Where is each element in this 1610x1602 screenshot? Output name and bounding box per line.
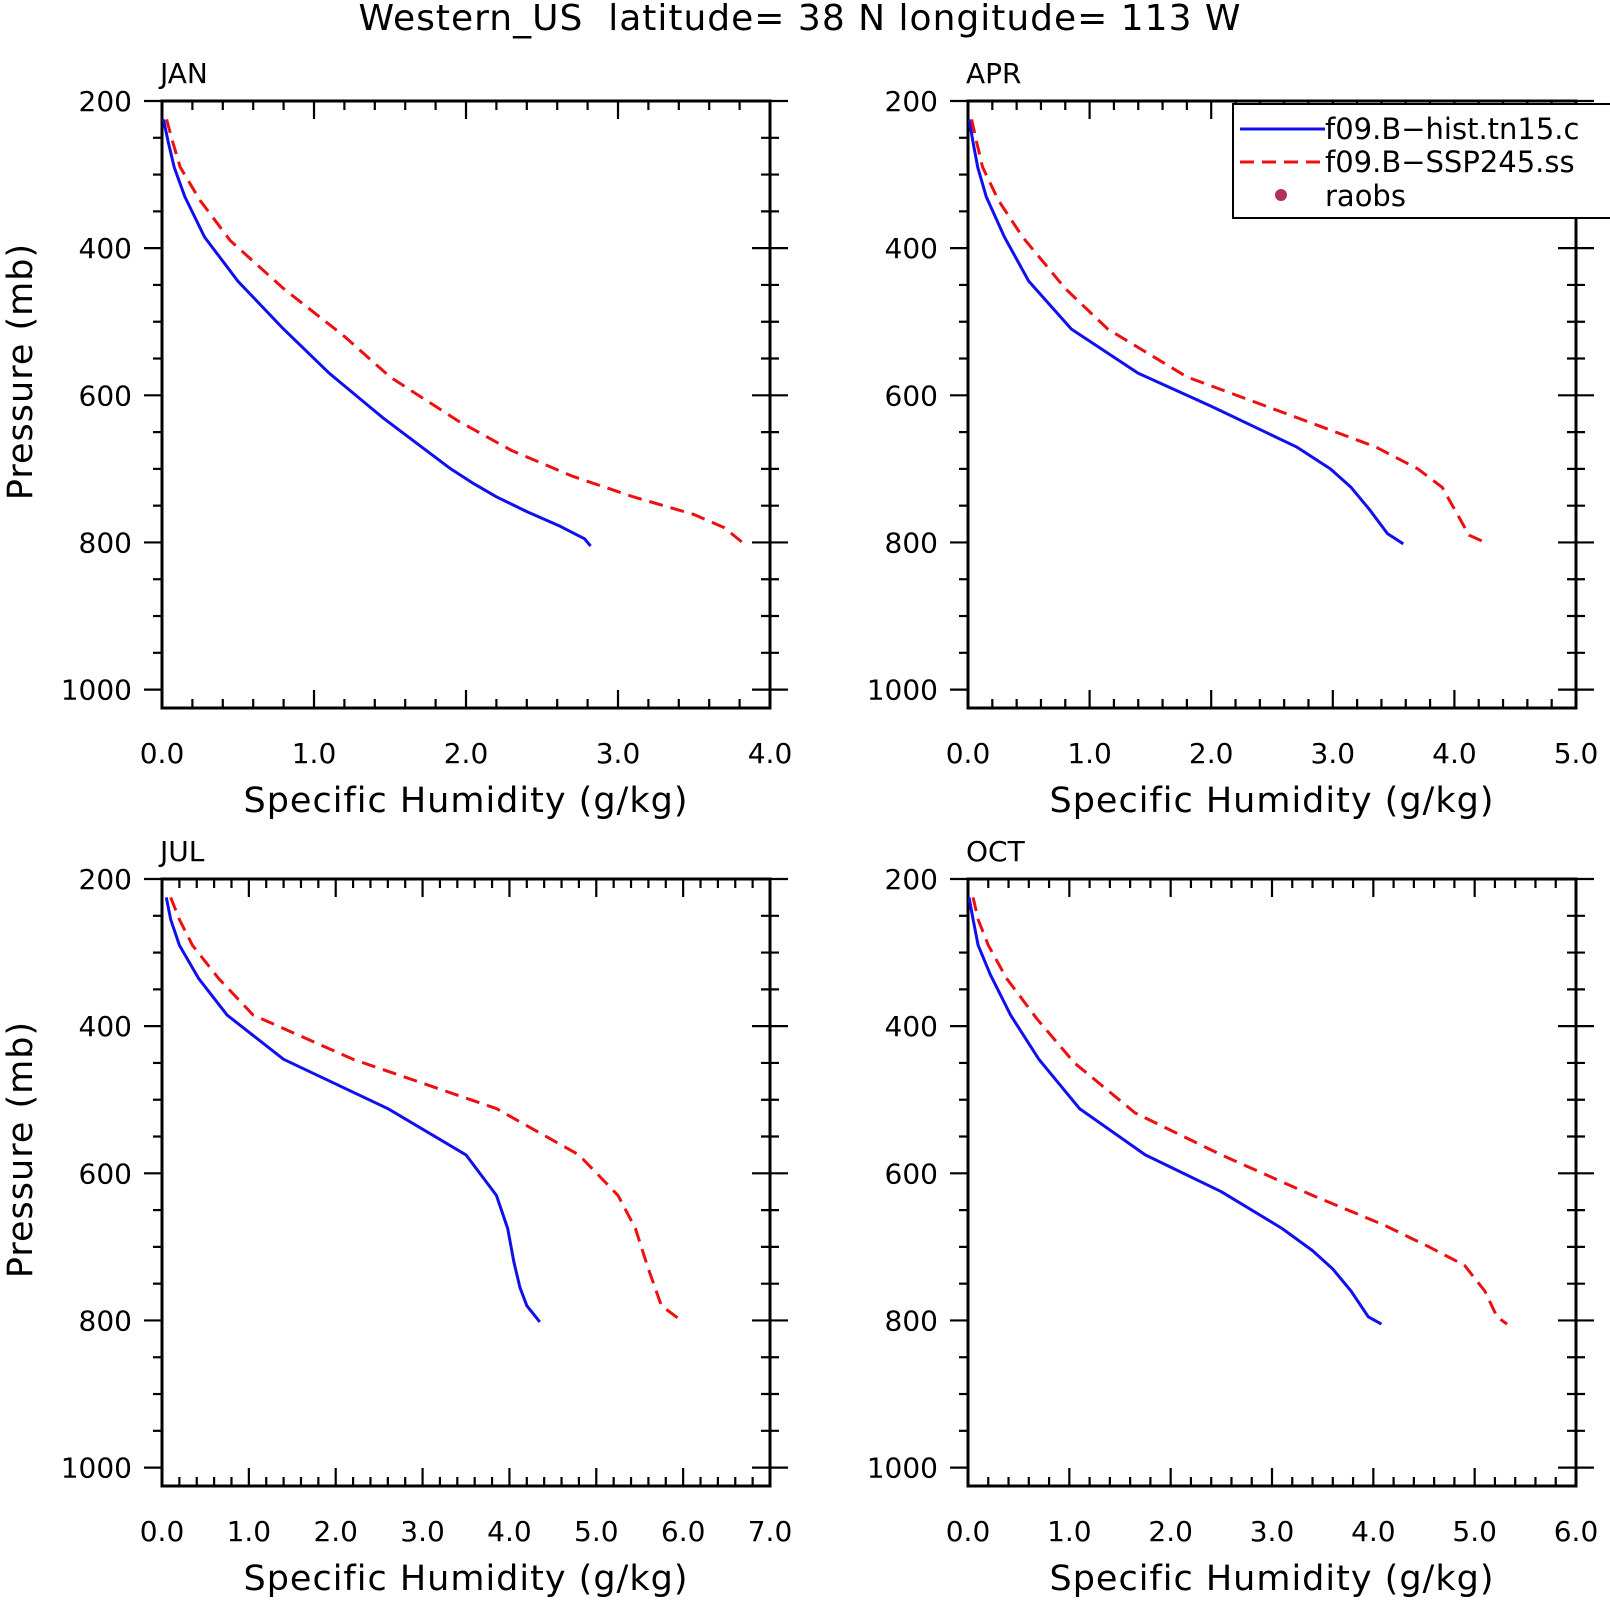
x-tick-label: 3.0 [1250, 1515, 1295, 1548]
plot-frame [966, 99, 1578, 710]
x-axis-label: Specific Humidity (g/kg) [1050, 781, 1495, 821]
x-tick-label: 6.0 [661, 1515, 706, 1548]
y-tick-label: 600 [885, 379, 938, 412]
y-axis-label: Pressure (mb) [1, 243, 41, 500]
series-line-ssp [169, 896, 684, 1324]
y-tick-label: 600 [885, 1157, 938, 1190]
legend-label-ssp: f09.B−SSP245.ss [1325, 145, 1575, 179]
legend-marker-raobs [1275, 189, 1287, 201]
x-axis-label: Specific Humidity (g/kg) [244, 1559, 689, 1599]
y-tick-label: 200 [79, 85, 132, 118]
panels: JAN 0.0 1.0 2.0 3.0 4.0 200 400 600 800 1000 Specif… [1, 57, 1598, 1599]
x-tick-label: 0.0 [946, 1515, 991, 1548]
x-tick-label: 0.0 [946, 737, 991, 770]
y-tick-label: 600 [79, 379, 132, 412]
x-tick-label: 4.0 [748, 737, 793, 770]
series-line-hist [164, 897, 541, 1323]
x-tick-label: 2.0 [313, 1515, 358, 1548]
y-tick-label: 600 [79, 1157, 132, 1190]
x-tick-label: 5.0 [1554, 737, 1599, 770]
y-tick-label: 200 [79, 863, 132, 896]
panel-apr: APR 0.0 1.0 2.0 3.0 4.0 5.0 200 400 600 800 1000 Spe… [867, 57, 1599, 821]
y-tick-label: 800 [79, 1304, 132, 1337]
plot-frame [160, 877, 772, 1488]
y-tick-label: 400 [885, 1010, 938, 1043]
y-axis-label: Pressure (mb) [1, 1021, 41, 1278]
x-tick-label: 2.0 [1189, 737, 1234, 770]
y-tick-label: 800 [79, 526, 132, 559]
plot-frame [160, 99, 772, 710]
x-tick-label: 4.0 [487, 1515, 532, 1548]
y-tick-label: 400 [79, 232, 132, 265]
x-tick-label: 2.0 [1148, 1515, 1193, 1548]
figure-title: Western_US latitude= 38 N longitude= 113… [358, 0, 1241, 39]
y-tick-label: 200 [885, 863, 938, 896]
legend-label-hist: f09.B−hist.tn15.c [1325, 112, 1579, 146]
plot-frame [966, 877, 1578, 1488]
panel-title: JUL [158, 835, 205, 868]
series-line-hist [967, 897, 1383, 1326]
x-axis-label: Specific Humidity (g/kg) [1050, 1559, 1495, 1599]
x-tick-label: 5.0 [574, 1515, 619, 1548]
series-line-ssp [165, 119, 746, 546]
y-tick-label: 200 [885, 85, 938, 118]
y-tick-label: 1000 [867, 1452, 938, 1485]
x-tick-label: 6.0 [1554, 1515, 1599, 1548]
panel-jan: JAN 0.0 1.0 2.0 3.0 4.0 200 400 600 800 1000 Specif… [1, 57, 792, 821]
x-tick-label: 0.0 [140, 1515, 185, 1548]
x-tick-label: 1.0 [227, 1515, 272, 1548]
x-tick-label: 7.0 [748, 1515, 793, 1548]
legend: f09.B−hist.tn15.c f09.B−SSP245.ss raobs [1232, 103, 1610, 219]
y-tick-label: 800 [885, 526, 938, 559]
y-tick-label: 1000 [61, 674, 132, 707]
series-line-hist [162, 119, 592, 548]
panel-title: JAN [158, 57, 208, 90]
x-tick-label: 2.0 [444, 737, 489, 770]
series-line-ssp [970, 119, 1490, 546]
y-tick-label: 1000 [867, 674, 938, 707]
y-tick-label: 400 [79, 1010, 132, 1043]
x-tick-label: 3.0 [596, 737, 641, 770]
panel-jul: JUL 0.0 1.0 2.0 3.0 4.0 5.0 6.0 7.0 200 400 600 800 1… [1, 835, 792, 1599]
y-tick-label: 1000 [61, 1452, 132, 1485]
legend-label-raobs: raobs [1325, 179, 1406, 213]
y-tick-label: 400 [885, 232, 938, 265]
panel-title: APR [966, 57, 1022, 90]
x-tick-label: 1.0 [1067, 737, 1112, 770]
x-tick-label: 4.0 [1351, 1515, 1396, 1548]
series-line-ssp [971, 897, 1508, 1326]
series-line-hist [967, 119, 1405, 546]
x-tick-label: 3.0 [1311, 737, 1356, 770]
x-axis-label: Specific Humidity (g/kg) [244, 781, 689, 821]
y-tick-label: 800 [885, 1304, 938, 1337]
x-tick-label: 1.0 [1047, 1515, 1092, 1548]
x-tick-label: 5.0 [1452, 1515, 1497, 1548]
panel-title: OCT [966, 835, 1026, 868]
x-tick-label: 0.0 [140, 737, 185, 770]
panel-oct: OCT 0.0 1.0 2.0 3.0 4.0 5.0 6.0 200 400 600 800 1000… [867, 835, 1599, 1599]
x-tick-label: 4.0 [1432, 737, 1477, 770]
x-tick-label: 1.0 [292, 737, 337, 770]
x-tick-label: 3.0 [400, 1515, 445, 1548]
